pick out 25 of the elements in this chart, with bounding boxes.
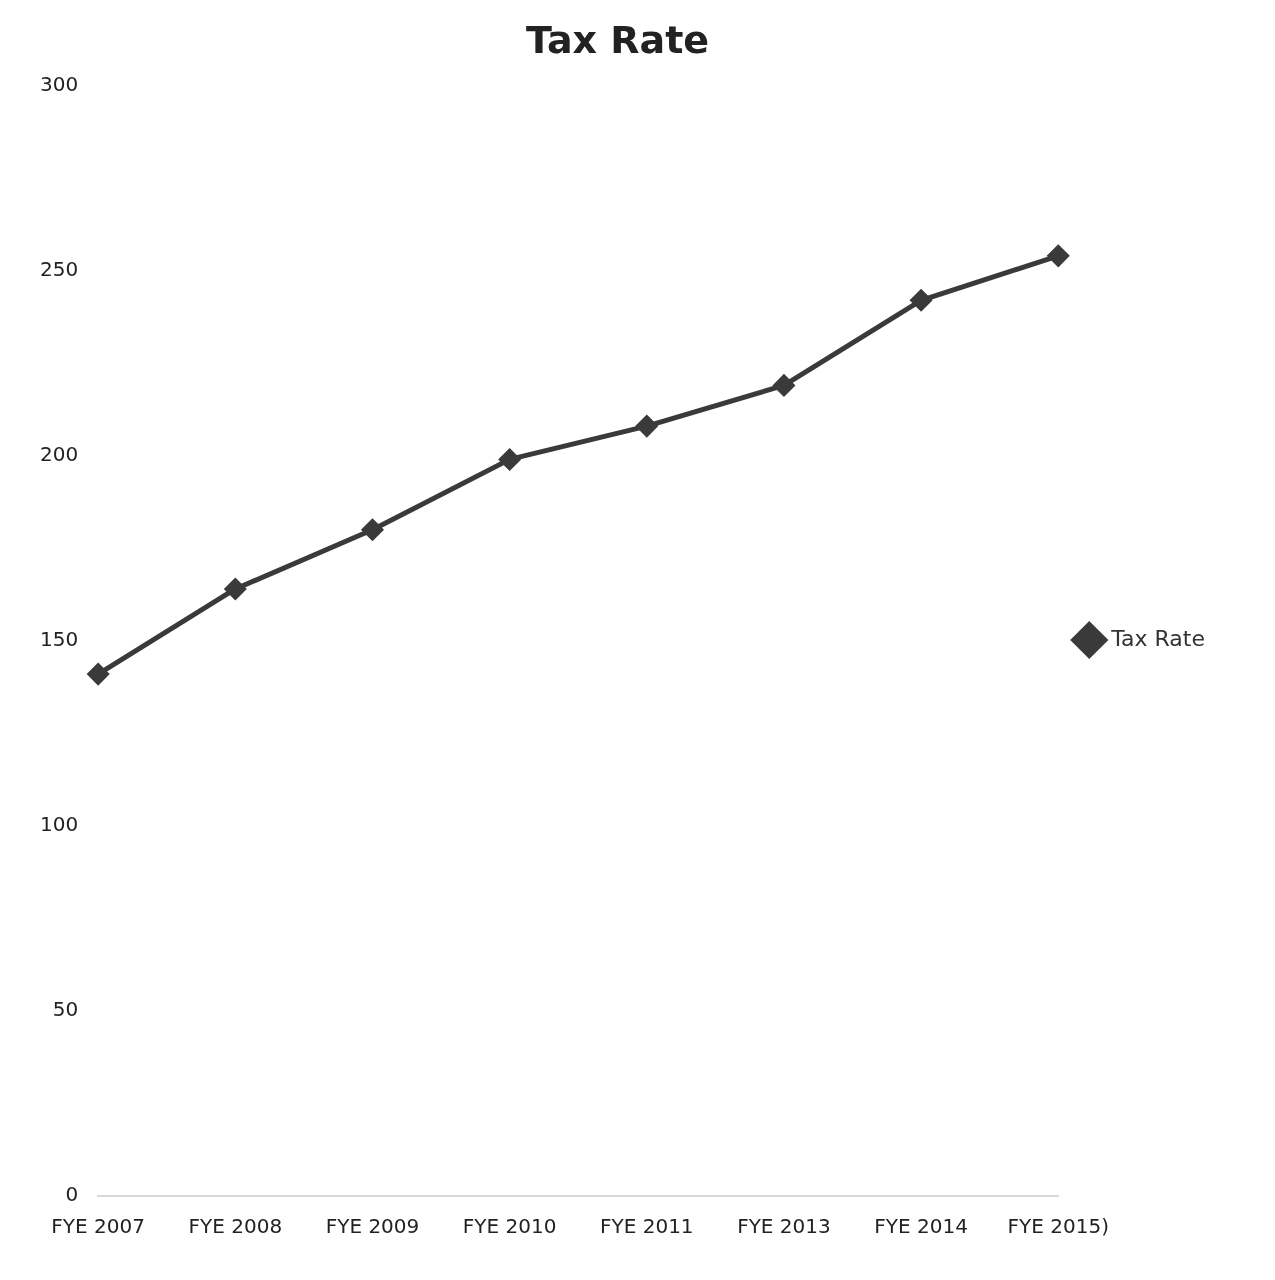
point: [910, 289, 932, 311]
point: [636, 415, 658, 437]
y-tick-label: 250: [39, 256, 79, 281]
chart-title: Tax Rate: [525, 17, 710, 62]
legend-label: Tax Rate: [1110, 625, 1206, 651]
point: [499, 448, 521, 470]
x-tick-label: FYE 2014: [874, 1214, 968, 1239]
point: [87, 663, 109, 685]
x-tick-label: FYE 2007: [51, 1214, 145, 1239]
x-tick-label: FYE 2013: [737, 1214, 831, 1239]
y-tick-label: 150: [39, 627, 79, 651]
point: [773, 374, 795, 396]
y-tick-label: 100: [39, 812, 79, 837]
x-tick-label: FYE 2009: [325, 1214, 420, 1239]
point: [224, 578, 246, 600]
x-tick-label: FYE 2008: [188, 1214, 283, 1239]
x-tick-label: FYE 2011: [599, 1214, 694, 1239]
point: [361, 519, 383, 541]
point: [1047, 245, 1069, 267]
y-tick-label: 300: [39, 71, 79, 96]
y-tick-label: 0: [65, 1182, 79, 1207]
y-tick-label: 50: [52, 997, 79, 1022]
x-tick-label: FYE 2010: [462, 1214, 557, 1239]
y-tick-label: 200: [39, 441, 79, 466]
x-tick-label: FYE 2015): [1007, 1214, 1109, 1239]
